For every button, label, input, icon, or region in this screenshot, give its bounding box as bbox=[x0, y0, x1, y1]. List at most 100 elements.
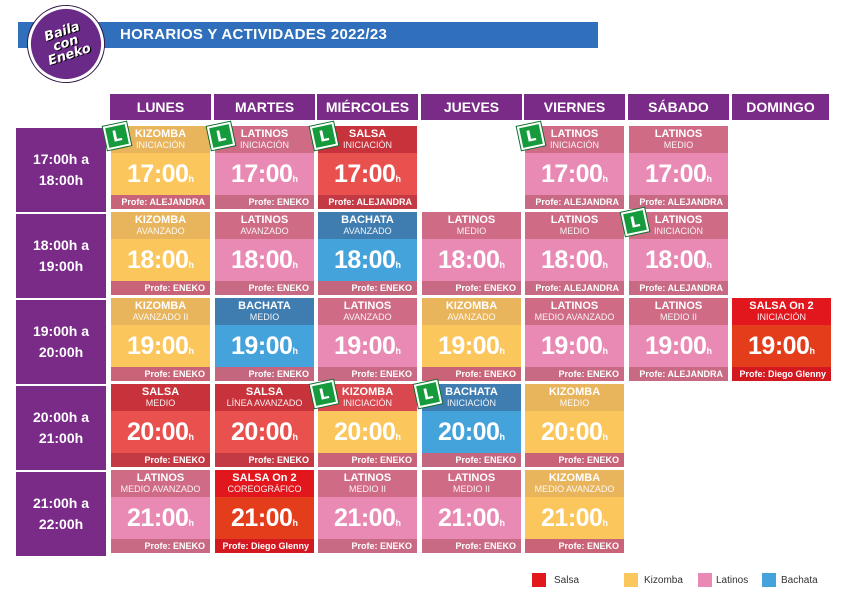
class-card[interactable]: KIZOMBA MEDIO 20:00h Profe: ENEKO bbox=[525, 384, 624, 467]
class-header: LATINOS MEDIO bbox=[422, 212, 521, 239]
class-card[interactable]: BACHATA MEDIO 19:00h Profe: ENEKO bbox=[215, 298, 314, 381]
class-time: 18:00 bbox=[645, 246, 707, 274]
class-level: MEDIO bbox=[145, 398, 176, 408]
class-teacher: Profe: ENEKO bbox=[215, 367, 314, 381]
class-card[interactable]: KIZOMBA AVANZADO 18:00h Profe: ENEKO bbox=[111, 212, 210, 295]
class-teacher: Profe: ENEKO bbox=[111, 367, 210, 381]
class-card[interactable]: LATINOS INICIACIÓN 18:00h Profe: ALEJANDR… bbox=[629, 212, 728, 295]
time-slot-17: 17:00h a 18:00h bbox=[16, 128, 106, 212]
class-time: 20:00 bbox=[334, 418, 396, 446]
class-card[interactable]: KIZOMBA MEDIO AVANZADO 21:00h Profe: ENEK… bbox=[525, 470, 624, 553]
class-time-block: 21:00h bbox=[215, 497, 314, 539]
class-card[interactable]: KIZOMBA AVANZADO 19:00h Profe: ENEKO bbox=[422, 298, 521, 381]
day-header-jueves: JUEVES bbox=[421, 94, 522, 120]
class-time: 19:00 bbox=[334, 332, 396, 360]
class-time-block: 19:00h bbox=[525, 325, 624, 367]
class-time: 18:00 bbox=[127, 246, 189, 274]
class-time: 18:00 bbox=[438, 246, 500, 274]
class-header: SALSA LÍNEA AVANZADO bbox=[215, 384, 314, 411]
class-name: KIZOMBA bbox=[445, 300, 498, 312]
class-time-block: 17:00h bbox=[111, 153, 210, 195]
class-time-block: 18:00h bbox=[318, 239, 417, 281]
class-card[interactable]: KIZOMBA INICIACIÓN 17:00h Profe: ALEJANDR… bbox=[111, 126, 210, 209]
class-teacher: Profe: ENEKO bbox=[318, 453, 417, 467]
class-teacher: Profe: ENEKO bbox=[111, 281, 210, 295]
class-time: 21:00 bbox=[438, 504, 500, 532]
class-level: INICIACIÓN bbox=[549, 140, 599, 150]
class-header: LATINOS AVANZADO bbox=[215, 212, 314, 239]
class-card[interactable]: LATINOS MEDIO 18:00h Profe: ENEKO bbox=[422, 212, 521, 295]
class-time-block: 21:00h bbox=[422, 497, 521, 539]
class-card[interactable]: LATINOS MEDIO II 21:00h Profe: ENEKO bbox=[318, 470, 417, 553]
class-time: 17:00 bbox=[334, 160, 396, 188]
class-time-block: 18:00h bbox=[111, 239, 210, 281]
class-card[interactable]: SALSA On 2 COREOGRÁFICO 21:00h Profe: Die… bbox=[215, 470, 314, 553]
class-header: BACHATA AVANZADO bbox=[318, 212, 417, 239]
class-header: BACHATA MEDIO bbox=[215, 298, 314, 325]
class-card[interactable]: SALSA LÍNEA AVANZADO 20:00h Profe: ENEKO bbox=[215, 384, 314, 467]
class-teacher: Profe: ENEKO bbox=[422, 281, 521, 295]
class-time: 20:00 bbox=[438, 418, 500, 446]
class-card[interactable]: LATINOS MEDIO AVANZADO 21:00h Profe: ENEK… bbox=[111, 470, 210, 553]
class-name: LATINOS bbox=[654, 300, 703, 312]
class-time-block: 20:00h bbox=[422, 411, 521, 453]
time-unit: h bbox=[188, 174, 194, 184]
beginner-l-badge-icon: L bbox=[309, 379, 339, 409]
class-header: LATINOS AVANZADO bbox=[318, 298, 417, 325]
time-unit: h bbox=[706, 174, 712, 184]
class-time-block: 18:00h bbox=[422, 239, 521, 281]
class-name: SALSA On 2 bbox=[232, 472, 297, 484]
class-card[interactable]: LATINOS MEDIO 17:00h Profe: ALEJANDRA bbox=[629, 126, 728, 209]
class-card[interactable]: LATINOS INICIACIÓN 17:00h Profe: ALEJANDR… bbox=[525, 126, 624, 209]
class-card[interactable]: LATINOS AVANZADO 19:00h Profe: ENEKO bbox=[318, 298, 417, 381]
class-time: 18:00 bbox=[541, 246, 603, 274]
class-card[interactable]: BACHATA AVANZADO 18:00h Profe: ENEKO bbox=[318, 212, 417, 295]
class-time: 21:00 bbox=[127, 504, 189, 532]
time-unit: h bbox=[395, 260, 401, 270]
class-header: KIZOMBA MEDIO bbox=[525, 384, 624, 411]
class-time-block: 19:00h bbox=[629, 325, 728, 367]
class-level: INICIACIÓN bbox=[135, 140, 185, 150]
class-time-block: 17:00h bbox=[215, 153, 314, 195]
class-level: AVANZADO bbox=[447, 312, 496, 322]
class-card[interactable]: SALSA On 2 INICIACIÓN 19:00h Profe: Diego… bbox=[732, 298, 831, 381]
class-header: KIZOMBA MEDIO AVANZADO bbox=[525, 470, 624, 497]
time-unit: h bbox=[292, 260, 298, 270]
class-level: MEDIO bbox=[663, 140, 694, 150]
time-unit: h bbox=[188, 346, 194, 356]
class-name: LATINOS bbox=[550, 128, 599, 140]
class-card[interactable]: KIZOMBA INICIACIÓN 20:00h Profe: ENEKO bbox=[318, 384, 417, 467]
legend-label-bachata: Bachata bbox=[781, 575, 818, 586]
class-time-block: 20:00h bbox=[215, 411, 314, 453]
class-teacher: Profe: ENEKO bbox=[422, 539, 521, 553]
class-header: LATINOS MEDIO bbox=[525, 212, 624, 239]
class-level: MEDIO AVANZADO bbox=[120, 484, 201, 494]
class-header: SALSA MEDIO bbox=[111, 384, 210, 411]
day-header-lunes: LUNES bbox=[110, 94, 211, 120]
class-teacher: Profe: ALEJANDRA bbox=[318, 195, 417, 209]
class-card[interactable]: SALSA MEDIO 20:00h Profe: ENEKO bbox=[111, 384, 210, 467]
class-card[interactable]: LATINOS MEDIO 18:00h Profe: ALEJANDRA bbox=[525, 212, 624, 295]
class-header: LATINOS MEDIO II bbox=[422, 470, 521, 497]
class-time: 17:00 bbox=[541, 160, 603, 188]
class-teacher: Profe: ALEJANDRA bbox=[629, 367, 728, 381]
class-name: KIZOMBA bbox=[134, 128, 187, 140]
logo-text: Baila con Eneko bbox=[42, 19, 93, 69]
class-card[interactable]: LATINOS MEDIO II 21:00h Profe: ENEKO bbox=[422, 470, 521, 553]
class-card[interactable]: LATINOS MEDIO AVANZADO 19:00h Profe: ENEK… bbox=[525, 298, 624, 381]
legend-label-kizomba: Kizomba bbox=[644, 575, 683, 586]
class-card[interactable]: KIZOMBA AVANZADO II 19:00h Profe: ENEKO bbox=[111, 298, 210, 381]
class-time-block: 19:00h bbox=[111, 325, 210, 367]
class-time-block: 18:00h bbox=[525, 239, 624, 281]
class-name: LATINOS bbox=[550, 300, 599, 312]
beginner-l-badge-icon: L bbox=[206, 121, 236, 151]
time-unit: h bbox=[602, 260, 608, 270]
class-card[interactable]: LATINOS AVANZADO 18:00h Profe: ENEKO bbox=[215, 212, 314, 295]
class-level: MEDIO bbox=[249, 312, 280, 322]
class-time: 20:00 bbox=[231, 418, 293, 446]
class-card[interactable]: BACHATA INICIACIÓN 20:00h Profe: ENEKO bbox=[422, 384, 521, 467]
class-card[interactable]: LATINOS MEDIO II 19:00h Profe: ALEJANDRA bbox=[629, 298, 728, 381]
class-name: LATINOS bbox=[447, 472, 496, 484]
class-time: 19:00 bbox=[645, 332, 707, 360]
class-name: SALSA bbox=[141, 386, 180, 398]
